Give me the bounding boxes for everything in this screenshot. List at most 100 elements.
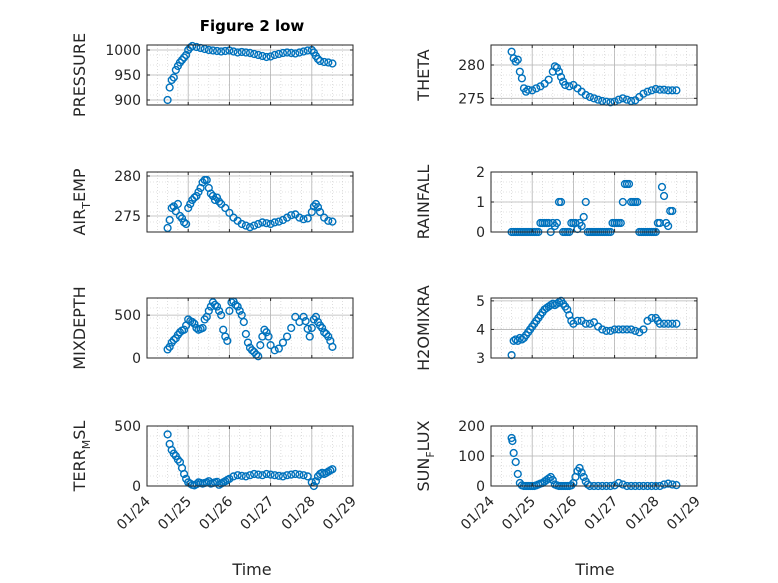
data-point bbox=[581, 197, 590, 207]
y-tick-label: 1 bbox=[476, 195, 485, 211]
data-point bbox=[295, 48, 304, 57]
data-point bbox=[616, 218, 625, 228]
data-series bbox=[507, 179, 677, 237]
data-point bbox=[198, 178, 207, 187]
data-point bbox=[210, 195, 220, 205]
data-point bbox=[231, 300, 240, 309]
data-point bbox=[668, 86, 677, 95]
data-point bbox=[258, 471, 267, 480]
data-point bbox=[266, 219, 275, 229]
data-point bbox=[175, 328, 185, 337]
data-point bbox=[270, 471, 279, 480]
data-point bbox=[169, 335, 178, 345]
data-point bbox=[309, 202, 318, 211]
data-point bbox=[287, 211, 296, 220]
y-tick-label: 4 bbox=[476, 322, 485, 338]
data-point bbox=[324, 332, 333, 341]
data-point bbox=[328, 59, 337, 68]
y-tick-label: 500 bbox=[114, 308, 141, 324]
data-series bbox=[507, 47, 681, 107]
y-axis-label-sub: M bbox=[80, 440, 93, 450]
data-point bbox=[270, 50, 279, 60]
data-point bbox=[278, 338, 288, 347]
y-axis-label-main: H2OMIXRA bbox=[414, 285, 433, 371]
data-point bbox=[313, 203, 323, 212]
data-point bbox=[577, 221, 586, 231]
data-point bbox=[282, 48, 292, 57]
data-point bbox=[179, 325, 189, 334]
minor-grid bbox=[490, 297, 698, 359]
data-point bbox=[229, 47, 238, 56]
data-point bbox=[320, 57, 329, 67]
data-point bbox=[585, 92, 594, 102]
y-tick-label: 5 bbox=[476, 294, 485, 310]
data-point bbox=[606, 326, 615, 335]
data-point bbox=[278, 215, 288, 225]
data-point bbox=[672, 86, 681, 95]
data-point bbox=[243, 338, 253, 347]
data-point bbox=[567, 481, 576, 490]
data-point bbox=[528, 86, 537, 95]
data-point bbox=[315, 207, 325, 217]
data-point bbox=[204, 306, 213, 315]
data-point bbox=[301, 317, 310, 326]
x-tick-label: 01/27 bbox=[238, 494, 278, 534]
data-point bbox=[165, 342, 174, 351]
data-point bbox=[513, 469, 522, 479]
data-point bbox=[561, 80, 570, 90]
data-point bbox=[266, 52, 275, 61]
data-point bbox=[241, 221, 250, 230]
data-point bbox=[182, 50, 191, 60]
subplot-8: 0 100 200 01/24 01/25 01/26 01/27 01/28 01/29 SUN… bbox=[414, 419, 704, 533]
data-point bbox=[639, 89, 648, 98]
data-point bbox=[262, 469, 271, 479]
data-point bbox=[552, 63, 562, 72]
data-point bbox=[614, 325, 623, 334]
data-point bbox=[556, 72, 566, 82]
data-point bbox=[589, 94, 599, 103]
data-point bbox=[202, 175, 211, 185]
data-point bbox=[221, 332, 230, 341]
data-point bbox=[235, 306, 244, 315]
data-point bbox=[299, 312, 308, 321]
data-point bbox=[606, 98, 615, 107]
data-point bbox=[219, 325, 228, 334]
data-point bbox=[287, 48, 296, 58]
data-point bbox=[307, 323, 316, 333]
axes-box bbox=[490, 44, 698, 106]
data-point bbox=[217, 47, 226, 56]
data-point bbox=[245, 471, 255, 480]
data-point bbox=[190, 319, 199, 328]
y-tick-label: 100 bbox=[458, 449, 485, 465]
subplot-7: 0 500 01/24 01/25 01/26 01/27 01/28 01/29 TERRMS… bbox=[70, 419, 360, 533]
data-point bbox=[225, 208, 234, 217]
data-point bbox=[299, 471, 308, 480]
data-point bbox=[509, 448, 518, 458]
data-point bbox=[229, 472, 238, 481]
data-point bbox=[192, 191, 201, 201]
y-axis-label: H2OMIXRA bbox=[414, 285, 433, 371]
data-point bbox=[565, 82, 574, 91]
data-point bbox=[233, 48, 242, 57]
data-point bbox=[659, 319, 669, 328]
data-point bbox=[639, 325, 648, 334]
data-point bbox=[610, 481, 619, 490]
subplot-4: 0 1 2 RAINFALL bbox=[414, 165, 698, 241]
data-point bbox=[212, 46, 222, 56]
figure-title: Figure 2 low bbox=[200, 17, 305, 35]
data-point bbox=[647, 86, 656, 95]
data-point bbox=[311, 477, 321, 486]
data-point bbox=[303, 472, 312, 481]
y-axis-label: RAINFALL bbox=[414, 165, 433, 240]
y-axis-label-rest: LUX bbox=[414, 420, 433, 451]
y-axis-label-main: SUN bbox=[414, 458, 433, 492]
data-point bbox=[282, 213, 292, 222]
data-point bbox=[672, 319, 681, 328]
data-point bbox=[225, 306, 234, 315]
y-axis-label-main: PRESSURE bbox=[70, 33, 89, 117]
data-point bbox=[212, 193, 222, 202]
x-tick-label: 01/24 bbox=[458, 493, 498, 533]
y-axis-label-rest: SL bbox=[70, 421, 89, 440]
data-point bbox=[184, 315, 193, 324]
